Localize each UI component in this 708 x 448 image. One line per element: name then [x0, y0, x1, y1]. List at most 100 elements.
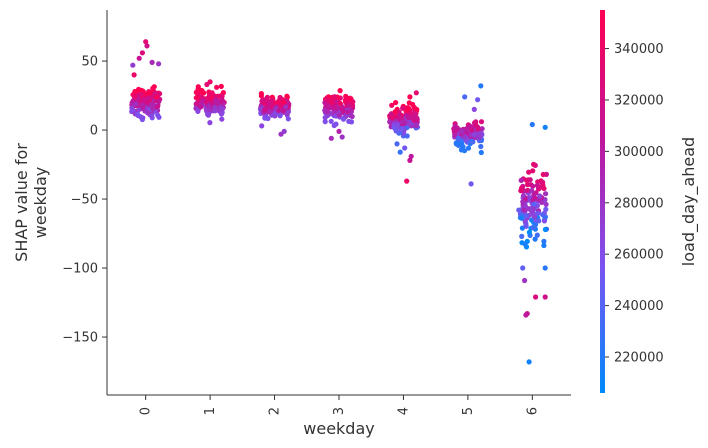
- colorbar-tick-label-1: 320000: [614, 93, 664, 108]
- data-point-weekday-5-730: [478, 119, 485, 125]
- data-point-weekday-6-857: [523, 177, 530, 183]
- data-point-weekday-6-901: [522, 241, 528, 247]
- data-point-weekday-2-357: [277, 112, 283, 118]
- data-point-weekday-3-544: [336, 128, 342, 134]
- data-point-weekday-1-267: [212, 104, 218, 110]
- data-point-weekday-6-851: [541, 238, 547, 244]
- data-point-weekday-4-672: [398, 127, 404, 133]
- data-point-weekday-4-615: [404, 133, 410, 139]
- data-point-weekday-4-677: [404, 178, 410, 184]
- data-point-weekday-2-404: [261, 97, 267, 103]
- data-point-weekday-6-923: [522, 218, 528, 225]
- data-point-weekday-1-256: [219, 93, 225, 99]
- data-point-weekday-6-944: [522, 277, 528, 284]
- data-point-weekday-5-805: [462, 94, 468, 100]
- data-point-weekday-2-407: [281, 99, 287, 105]
- data-point-weekday-6-942: [533, 294, 539, 300]
- data-point-weekday-6-889: [516, 207, 522, 213]
- data-point-weekday-6-820: [519, 233, 525, 239]
- data-point-weekday-0-145: [149, 59, 155, 65]
- data-point-weekday-5-800: [453, 140, 459, 146]
- y-ticks: 50 0 −50 −100 −150: [62, 55, 107, 346]
- data-point-weekday-6-848: [530, 168, 536, 174]
- data-point-weekday-6-904: [519, 215, 525, 221]
- data-point-weekday-6-938: [532, 222, 539, 228]
- data-point-weekday-6-931: [543, 206, 549, 212]
- data-point-weekday-0-42: [155, 112, 161, 118]
- data-point-weekday-5-807: [478, 83, 484, 89]
- data-point-weekday-1-271: [195, 108, 201, 114]
- data-point-weekday-3-458: [322, 119, 328, 125]
- data-point-weekday-2-405: [277, 94, 283, 101]
- data-point-weekday-1-194: [193, 89, 199, 95]
- data-point-weekday-1-231: [218, 83, 224, 89]
- data-point-weekday-2-400: [283, 104, 289, 110]
- data-point-weekday-0-139: [133, 101, 139, 107]
- data-point-weekday-0-109: [154, 104, 161, 110]
- data-point-weekday-4-618: [400, 105, 406, 111]
- y-axis-label-line-1: weekday: [31, 167, 50, 238]
- data-point-weekday-6-911: [542, 226, 549, 233]
- axes: [106, 10, 571, 396]
- data-point-weekday-2-370: [285, 116, 291, 122]
- data-point-weekday-0-123: [145, 110, 151, 116]
- data-point-weekday-1-280: [214, 84, 220, 90]
- data-point-weekday-3-479: [331, 122, 337, 129]
- data-point-weekday-4-683: [402, 145, 408, 151]
- data-point-weekday-1-269: [194, 94, 200, 100]
- data-point-weekday-6-935: [536, 218, 542, 224]
- colorbar-tick-label-3: 280000: [614, 196, 664, 211]
- data-point-weekday-2-408: [278, 103, 284, 109]
- data-point-weekday-4-678: [407, 157, 413, 163]
- data-point-weekday-3-539: [326, 98, 332, 104]
- data-point-weekday-4-588: [389, 102, 395, 108]
- x-tick-label-2: 2: [268, 407, 283, 415]
- data-point-weekday-5-742: [461, 148, 468, 154]
- data-point-weekday-2-326: [284, 93, 290, 99]
- colorbar-gradient: [600, 10, 605, 393]
- data-point-weekday-2-410: [262, 106, 268, 112]
- data-point-weekday-6-943: [542, 294, 548, 300]
- data-point-weekday-6-936: [528, 208, 535, 214]
- data-point-weekday-3-532: [323, 103, 329, 109]
- data-point-weekday-1-252: [219, 116, 225, 122]
- data-point-weekday-0-142: [139, 50, 145, 56]
- data-point-weekday-6-926: [541, 218, 548, 224]
- data-point-weekday-4-681: [397, 149, 403, 155]
- data-point-weekday-1-275: [200, 98, 206, 104]
- colorbar-tick-label-2: 300000: [614, 145, 664, 160]
- data-point-weekday-6-946: [529, 121, 535, 128]
- data-point-weekday-1-263: [194, 100, 200, 107]
- data-point-weekday-2-406: [276, 107, 282, 113]
- data-point-weekday-3-502: [340, 116, 347, 122]
- data-point-weekday-6-850: [527, 177, 533, 183]
- data-point-weekday-6-918: [519, 185, 525, 191]
- data-point-weekday-5-793: [471, 132, 478, 138]
- y-axis-label: SHAP value forweekday: [12, 143, 50, 262]
- data-point-weekday-5-801: [459, 128, 465, 134]
- data-point-weekday-6-930: [531, 201, 537, 207]
- data-point-weekday-0-138: [154, 94, 160, 100]
- data-point-weekday-5-707: [478, 149, 484, 156]
- data-point-weekday-1-183: [207, 120, 213, 126]
- data-point-weekday-3-545: [328, 135, 334, 141]
- data-point-weekday-2-413: [281, 128, 287, 134]
- data-point-weekday-0-134: [131, 94, 138, 100]
- data-point-weekday-6-864: [529, 188, 535, 194]
- data-point-weekday-6-896: [531, 192, 537, 198]
- data-point-weekday-5-803: [476, 135, 482, 141]
- data-point-weekday-1-227: [205, 111, 211, 117]
- data-point-weekday-1-274: [212, 97, 218, 103]
- data-point-weekday-2-368: [265, 115, 271, 122]
- data-point-weekday-2-409: [266, 100, 272, 106]
- data-point-weekday-2-412: [259, 123, 265, 129]
- data-point-weekday-5-717: [479, 126, 485, 132]
- y-tick-label-1: 0: [90, 124, 98, 139]
- data-point-weekday-2-325: [258, 91, 264, 97]
- data-point-weekday-6-891: [543, 201, 549, 207]
- data-point-weekday-6-948: [542, 265, 548, 271]
- x-tick-label-6: 6: [525, 407, 540, 415]
- data-point-weekday-1-279: [204, 81, 210, 88]
- data-point-weekday-6-920: [541, 185, 547, 192]
